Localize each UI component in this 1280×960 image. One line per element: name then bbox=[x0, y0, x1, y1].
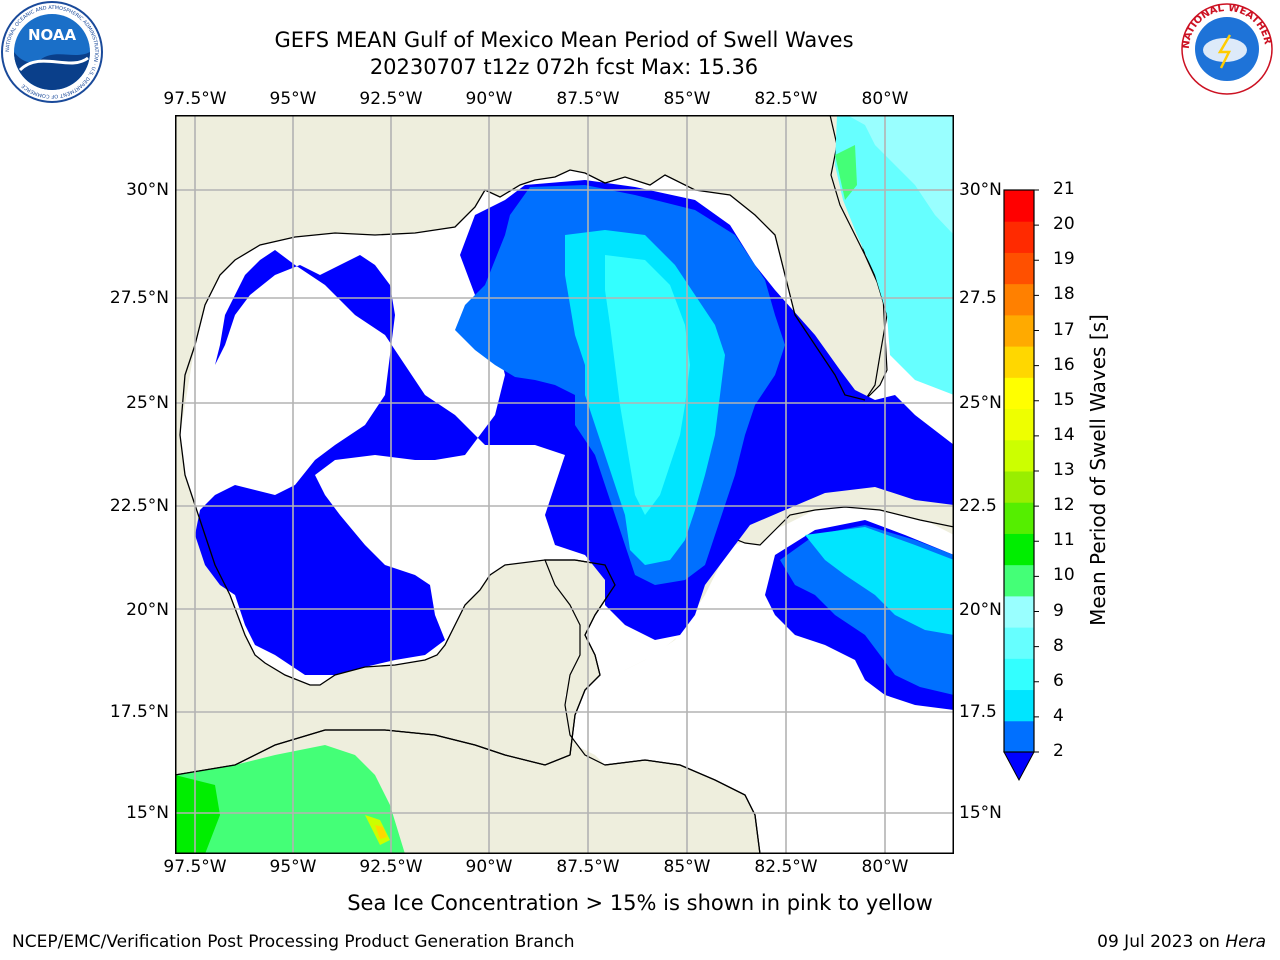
colorbar-tick-label: 2 bbox=[1053, 741, 1064, 761]
lat-label-right: 27.5 bbox=[959, 288, 997, 308]
lat-label-right: 22.5 bbox=[959, 496, 997, 516]
swell-atlantic-8-9s bbox=[847, 115, 954, 235]
lon-label-bottom: 92.5°W bbox=[359, 857, 423, 877]
colorbar-band bbox=[1004, 314, 1034, 347]
colorbar-band bbox=[1004, 408, 1034, 441]
colorbar-band bbox=[1004, 720, 1034, 753]
colorbar-tick-label: 9 bbox=[1053, 600, 1064, 621]
lon-label-bottom: 82.5°W bbox=[754, 857, 818, 877]
colorbar-band bbox=[1004, 502, 1034, 534]
colorbar-band bbox=[1004, 595, 1034, 628]
map-panel bbox=[175, 115, 954, 854]
swell-pacific-10-11s bbox=[175, 775, 220, 854]
colorbar bbox=[1003, 189, 1039, 782]
plot-subtitle: 20230707 t12z 072h fcst Max: 15.36 bbox=[369, 55, 759, 79]
lon-label-bottom: 95°W bbox=[269, 857, 317, 877]
colorbar-tick-label: 6 bbox=[1053, 670, 1064, 691]
colorbar-band bbox=[1004, 658, 1034, 691]
graticule bbox=[175, 115, 954, 854]
footer-date: 09 Jul 2023 on Hera bbox=[1097, 932, 1266, 952]
swell-6-8s bbox=[605, 255, 690, 515]
swell-caribbean-4-6s bbox=[805, 527, 954, 635]
footer-credit: NCEP/EMC/Verification Post Processing Pr… bbox=[12, 932, 575, 952]
colorbar-band bbox=[1004, 377, 1034, 410]
colorbar-tick-label: 12 bbox=[1053, 495, 1075, 516]
map-frame bbox=[175, 115, 954, 854]
colorbar-band bbox=[1004, 689, 1034, 722]
lon-label-top: 85°W bbox=[663, 89, 711, 109]
lat-label-left: 15°N bbox=[126, 803, 169, 823]
lat-label-left: 27.5°N bbox=[109, 288, 169, 308]
lat-label-right: 25°N bbox=[959, 393, 1002, 413]
colorbar-band bbox=[1004, 564, 1034, 597]
colorbar-label: Mean Period of Swell Waves [s] bbox=[1086, 314, 1110, 626]
lon-label-top: 87.5°W bbox=[556, 89, 620, 109]
swell-atlantic-9-10s bbox=[835, 145, 857, 200]
lon-label-top: 97.5°W bbox=[163, 89, 227, 109]
colorbar-band bbox=[1004, 471, 1034, 503]
colorbar-band bbox=[1004, 533, 1034, 566]
swell-pacific-9-10s bbox=[175, 745, 405, 854]
lon-label-bottom: 85°W bbox=[663, 857, 711, 877]
lon-label-bottom: 90°W bbox=[465, 857, 513, 877]
lat-label-left: 20°N bbox=[126, 600, 169, 620]
lat-label-right: 17.5 bbox=[959, 702, 997, 722]
lon-label-top: 80°W bbox=[861, 89, 909, 109]
colorbar-tick-label: 13 bbox=[1053, 460, 1075, 480]
sea-ice-note: Sea Ice Concentration > 15% is shown in … bbox=[347, 891, 933, 915]
colorbar-band bbox=[1004, 190, 1034, 222]
colorbar-tick-label: 11 bbox=[1053, 530, 1075, 551]
lat-label-right: 30°N bbox=[959, 180, 1002, 200]
colorbar-band bbox=[1004, 346, 1034, 378]
colorbar-tick-label: 19 bbox=[1053, 249, 1075, 270]
colorbar-tick-label: 10 bbox=[1053, 565, 1075, 586]
colorbar-tick-label: 15 bbox=[1053, 389, 1075, 410]
colorbar-tick-label: 21 bbox=[1053, 179, 1075, 199]
lon-label-top: 92.5°W bbox=[359, 89, 423, 109]
colorbar-tick-label: 20 bbox=[1053, 214, 1075, 235]
colorbar-band bbox=[1004, 439, 1034, 472]
lat-label-left: 17.5°N bbox=[109, 702, 169, 722]
colorbar-band bbox=[1004, 627, 1034, 659]
colorbar-band bbox=[1004, 283, 1034, 316]
colorbar-tick-label: 4 bbox=[1053, 705, 1064, 726]
lon-label-top: 95°W bbox=[269, 89, 317, 109]
swell-pacific-13-14s bbox=[375, 825, 387, 839]
lat-label-right: 20°N bbox=[959, 600, 1002, 620]
lon-label-bottom: 97.5°W bbox=[163, 857, 227, 877]
lat-label-left: 25°N bbox=[126, 393, 169, 413]
colorbar-tick-label: 8 bbox=[1053, 635, 1064, 656]
lon-label-top: 82.5°W bbox=[754, 89, 818, 109]
lon-label-bottom: 80°W bbox=[861, 857, 909, 877]
noaa-logo: NOAA NATIONAL OCEANIC AND ATMOSPHERIC AD… bbox=[1, 1, 103, 103]
noaa-logo-text: NOAA bbox=[28, 26, 77, 44]
colorbar-band bbox=[1004, 221, 1034, 253]
colorbar-band bbox=[1004, 252, 1034, 285]
lat-label-right: 15°N bbox=[959, 803, 1002, 823]
colorbar-tick-label: 14 bbox=[1053, 424, 1075, 445]
colorbar-tick-label: 18 bbox=[1053, 284, 1075, 305]
nws-logo: NATIONAL WEATHER SERVICE bbox=[1175, 0, 1273, 95]
plot-title: GEFS MEAN Gulf of Mexico Mean Period of … bbox=[274, 28, 854, 52]
lon-label-top: 90°W bbox=[465, 89, 513, 109]
coastline bbox=[175, 169, 866, 854]
colorbar-under-arrow bbox=[1003, 751, 1035, 782]
lat-label-left: 22.5°N bbox=[109, 496, 169, 516]
lat-label-left: 30°N bbox=[126, 180, 169, 200]
colorbar-tick-label: 16 bbox=[1053, 354, 1075, 375]
colorbar-tick-label: 17 bbox=[1053, 319, 1075, 340]
lon-label-bottom: 87.5°W bbox=[556, 857, 620, 877]
